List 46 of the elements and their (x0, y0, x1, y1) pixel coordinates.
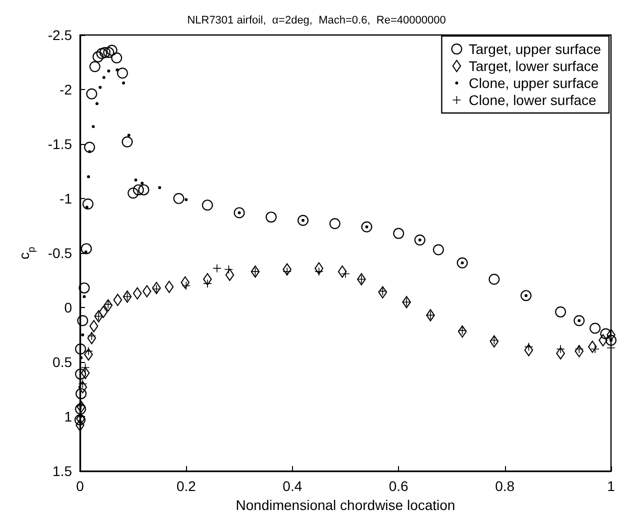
legend-label: Target, upper surface (468, 41, 602, 57)
point (74, 342, 88, 356)
y-tick-label: -1 (60, 190, 72, 207)
x-tick-label: 0.6 (388, 478, 409, 494)
point (79, 242, 94, 256)
point (104, 43, 119, 58)
legend-label: Clone, upper surface (468, 75, 599, 91)
x-tick-label: 0.8 (495, 478, 515, 494)
point (76, 314, 90, 328)
legend-label: Target, lower surface (468, 58, 599, 74)
x-tick-label: 0 (76, 478, 84, 494)
x-tick-label: 0.4 (282, 478, 302, 494)
y-tick-label: 1 (64, 408, 72, 425)
point (487, 272, 502, 286)
point (588, 321, 602, 336)
legend-label: Clone, lower surface (468, 92, 597, 108)
x-tick-label: 1 (607, 478, 616, 494)
point (554, 304, 568, 319)
point (392, 226, 406, 240)
chart-title: NLR7301 airfoil, α=2deg, Mach=0.6, Re=40000000 (187, 14, 446, 26)
point (80, 196, 95, 211)
x-tick-label: 0.2 (176, 478, 196, 494)
y-tick-label: 0 (64, 300, 72, 316)
point (172, 192, 186, 206)
point (264, 210, 278, 224)
point (200, 198, 214, 212)
point (110, 50, 124, 65)
x-axis-title: Nondimensional chordwise location (236, 497, 456, 513)
y-tick-label: 0.5 (52, 354, 72, 370)
point (82, 140, 97, 154)
point (88, 60, 102, 74)
point (77, 280, 92, 295)
point (126, 186, 140, 200)
point (74, 386, 88, 401)
point (431, 242, 446, 257)
point (328, 216, 342, 231)
y-tick-label: -2.5 (48, 27, 72, 43)
point (115, 66, 130, 80)
point (84, 86, 99, 101)
y-axis-title: cp (16, 246, 38, 260)
y-tick-label: -2 (60, 82, 72, 98)
y-tick-label: -1.5 (48, 136, 72, 152)
point (136, 182, 151, 197)
point (120, 134, 134, 149)
y-tick-label: 1.5 (52, 463, 72, 480)
y-tick-label: -0.5 (48, 245, 72, 262)
